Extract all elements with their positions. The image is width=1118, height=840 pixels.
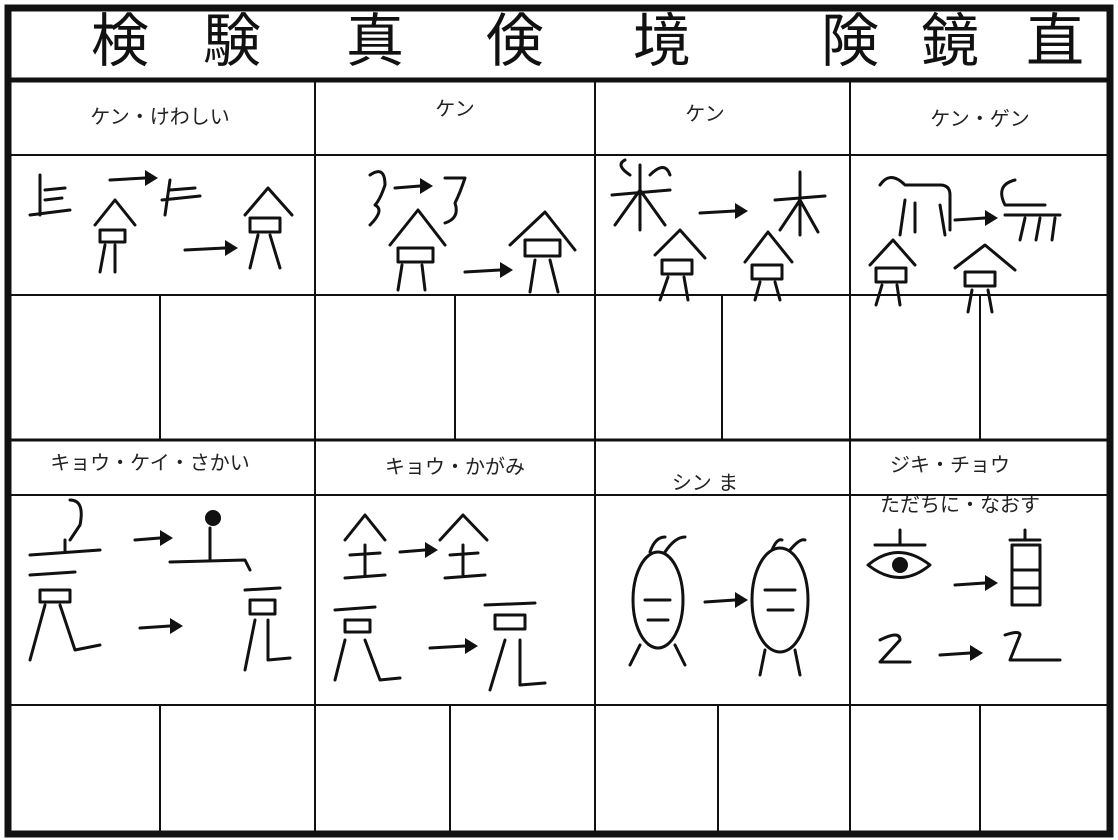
reading: ケン xyxy=(685,102,724,126)
readings: ケン・けわしい ケン ケン ケン・ゲン キョウ・ケイ・さかい キョウ・かがみ シ… xyxy=(50,97,1040,517)
kanji: 験 xyxy=(203,7,261,75)
kanji: 境 xyxy=(633,7,691,75)
kanji: 検 xyxy=(91,7,149,75)
reading: ジキ・チョウ xyxy=(890,453,1010,477)
reading: シン ま xyxy=(672,471,738,495)
kanji: 鏡 xyxy=(921,7,979,75)
kanji: 真 xyxy=(346,7,404,75)
reading: キョウ・かがみ xyxy=(385,455,525,479)
header: 検 験 真 倹 境 険 鏡 直 xyxy=(91,7,1084,75)
kanji: 倹 xyxy=(486,7,544,75)
reading: ケン・ゲン xyxy=(930,107,1029,131)
sketches xyxy=(28,158,1062,692)
reading: キョウ・ケイ・さかい xyxy=(50,451,250,475)
reading: ケン xyxy=(435,97,474,121)
reading: ケン・けわしい xyxy=(90,105,229,129)
kanji: 険 xyxy=(821,7,879,75)
grid xyxy=(4,4,1114,838)
reading: ただちに・なおす xyxy=(880,493,1040,517)
kanji: 直 xyxy=(1026,7,1084,75)
